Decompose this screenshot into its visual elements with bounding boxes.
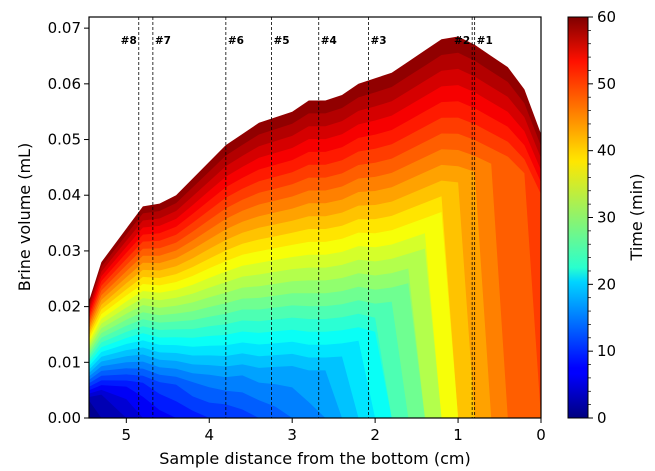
sample-label-2: #2 [454,35,470,47]
y-tick-label: 0.03 [48,242,81,260]
x-tick-label: 4 [204,426,214,444]
sample-label-1: #1 [477,35,493,47]
sample-markers: #8 #7 #6 #5 #4 #3 #2 #1 [121,17,493,418]
y-tick-label: 0.06 [48,75,81,93]
y-tick-label: 0.04 [48,186,81,204]
plot-frame [88,16,542,419]
sample-label-7: #7 [155,35,171,47]
sample-label-3: #3 [370,35,386,47]
x-tick-label: 3 [287,426,297,444]
contour-band-t6 [89,389,541,418]
sample-label-4: #4 [321,35,337,47]
y-tick-label: 0.00 [48,409,81,427]
colorbar-tick-label: 30 [597,209,616,227]
sample-label-6: #6 [228,35,244,47]
y-tick-label: 0.01 [48,353,81,371]
y-tick-label: 0.05 [48,131,81,149]
x-axis-title: Sample distance from the bottom (cm) [159,449,470,468]
x-tick-label: 0 [536,426,546,444]
y-axis-title: Brine volume (mL) [15,143,34,291]
colorbar-title: Time (min) [627,174,646,262]
x-axis: 5 4 3 2 1 0 [122,418,546,444]
contour-band-t12 [89,374,541,418]
y-axis: 0.00 0.01 0.02 0.03 0.04 0.05 0.06 0.07 [48,19,89,427]
colorbar-tick-label: 60 [597,8,616,26]
colorbar-tick-label: 0 [597,409,607,427]
colorbar-tick-label: 40 [597,142,616,160]
contour-bands [89,36,541,418]
sample-label-5: #5 [273,35,289,47]
colorbar-tick-label: 20 [597,275,616,293]
x-tick-label: 2 [370,426,380,444]
colorbar [567,16,589,419]
colorbar-tick-label: 50 [597,75,616,93]
x-tick-label: 5 [122,426,132,444]
y-tick-label: 0.07 [48,19,81,37]
colorbar-axis: 0 10 20 30 40 50 60 [588,8,616,427]
sample-label-8: #8 [121,35,137,47]
x-tick-label: 1 [453,426,463,444]
y-tick-label: 0.02 [48,298,81,316]
colorbar-tick-label: 10 [597,342,616,360]
